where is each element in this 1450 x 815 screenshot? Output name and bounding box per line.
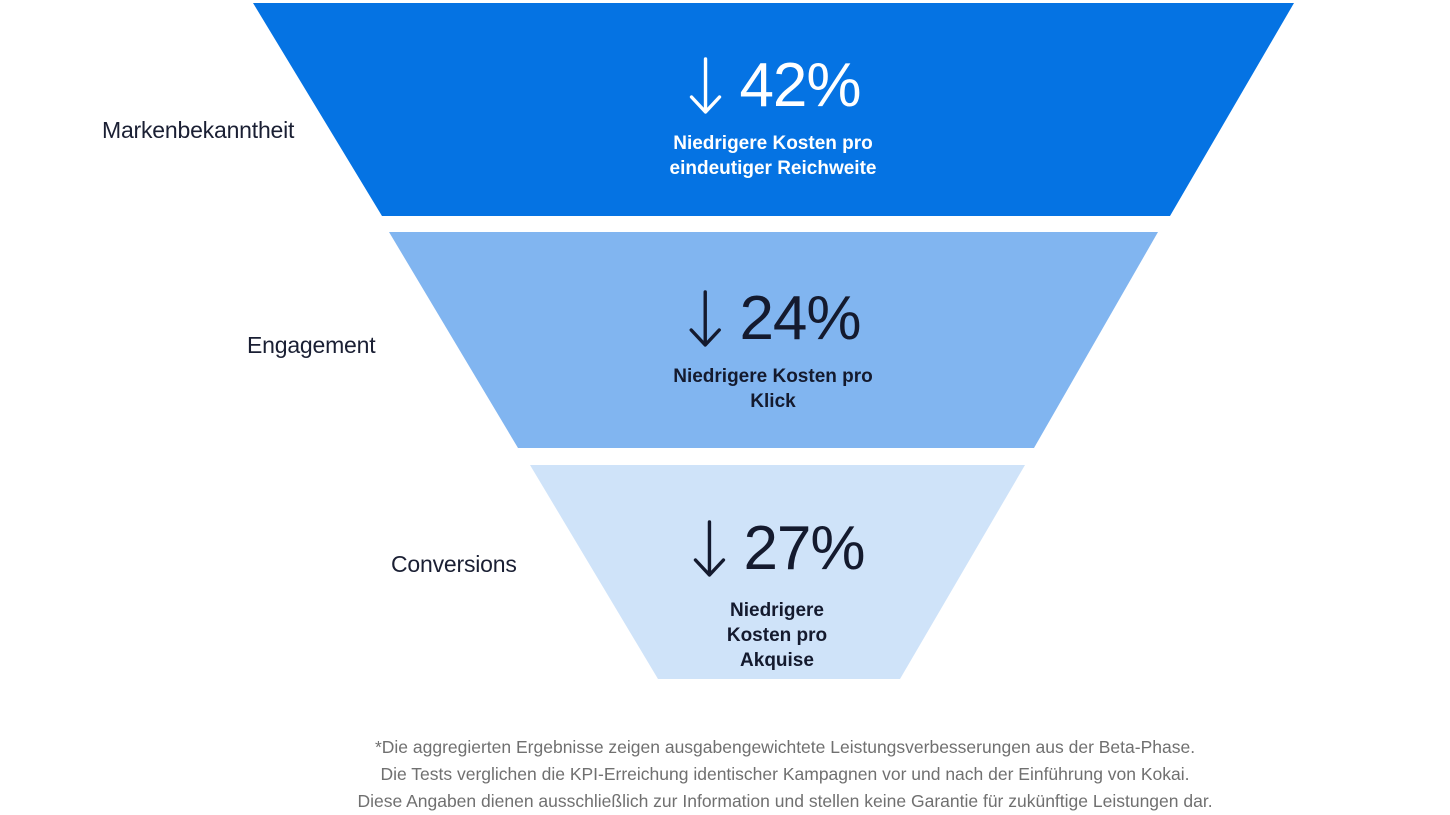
arrow-down-icon <box>685 288 725 350</box>
metric-row: 24% <box>673 288 873 350</box>
footnote-line: Die Tests verglichen die KPI-Erreichung … <box>380 764 1190 784</box>
metric-value: 42% <box>739 51 861 120</box>
stage-label-conversions: Conversions <box>391 551 517 577</box>
funnel-band-engagement <box>389 232 1158 448</box>
stage-content-conversions: 27% Niedrigere Kosten pro Akquise <box>689 514 866 673</box>
description-line: Klick <box>750 391 796 412</box>
stage-label-engagement: Engagement <box>247 332 376 358</box>
stage-content-awareness: 42% Niedrigere Kosten pro eindeutiger Re… <box>670 55 877 181</box>
description-line: Niedrigere <box>730 600 824 621</box>
arrow-down-icon <box>689 518 729 580</box>
description-line: Akquise <box>740 650 814 671</box>
metric-value: 24% <box>739 284 861 353</box>
metric-description: Niedrigere Kosten pro Akquise <box>689 598 864 673</box>
description-line: Niedrigere Kosten pro <box>673 366 873 387</box>
funnel-band-awareness <box>253 3 1294 216</box>
stage-content-engagement: 24% Niedrigere Kosten pro Klick <box>673 288 873 414</box>
footnote-line: Diese Angaben dienen ausschließlich zur … <box>357 791 1213 811</box>
footnote: *Die aggregierten Ergebnisse zeigen ausg… <box>0 734 1450 815</box>
description-line: Kosten pro <box>726 625 828 646</box>
metric-row: 27% <box>689 514 866 583</box>
metric-description: Niedrigere Kosten pro Klick <box>673 364 873 414</box>
description-line: eindeutiger Reichweite <box>669 158 877 179</box>
metric-row: 42% <box>670 55 877 117</box>
metric-description: Niedrigere Kosten pro eindeutiger Reichw… <box>670 131 877 181</box>
stage-label-awareness: Markenbekanntheit <box>102 117 295 143</box>
footnote-line: *Die aggregierten Ergebnisse zeigen ausg… <box>374 737 1196 757</box>
description-line: Niedrigere Kosten pro <box>673 133 873 154</box>
arrow-down-icon <box>685 55 725 117</box>
metric-value: 27% <box>743 514 865 583</box>
funnel-band-conversions <box>530 465 1025 679</box>
